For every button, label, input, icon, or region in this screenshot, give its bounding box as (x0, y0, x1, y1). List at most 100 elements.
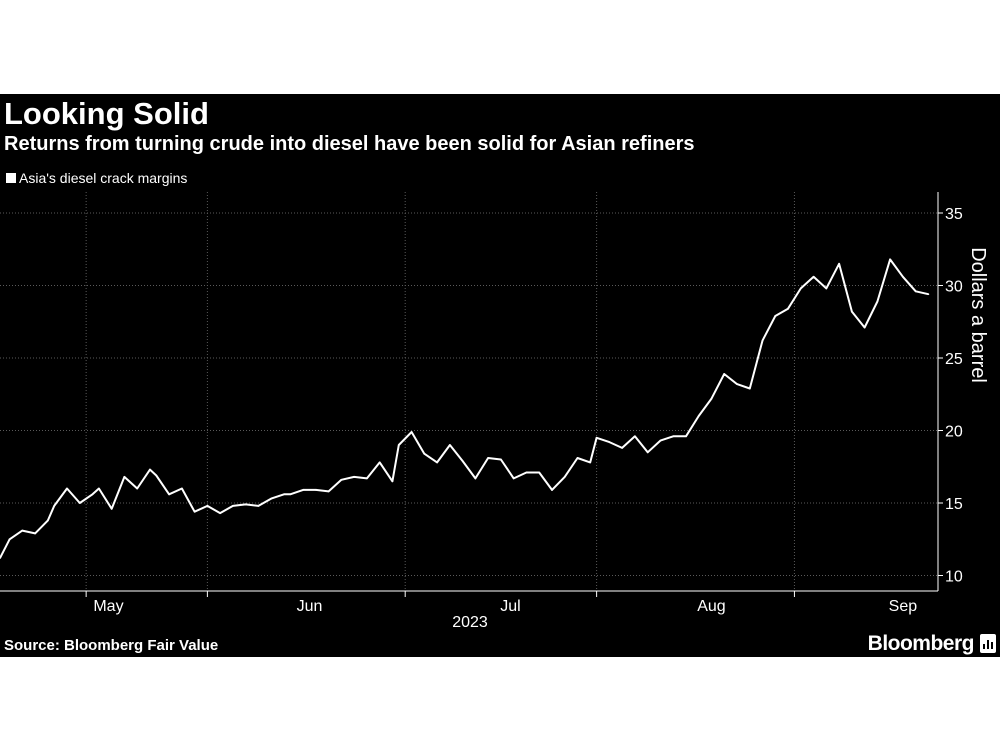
data-point (449, 444, 451, 446)
x-tick-label: May (93, 598, 123, 615)
data-point (219, 512, 221, 514)
data-point (302, 489, 304, 491)
data-point (98, 487, 100, 490)
data-point (289, 493, 292, 496)
y-tick-label: 20 (945, 424, 963, 441)
data-point (270, 497, 272, 500)
data-point (378, 461, 381, 464)
data-point (257, 505, 260, 507)
bloomberg-logo: Bloomberg (867, 632, 975, 655)
source-note: Source: Bloomberg Fair Value (4, 637, 219, 654)
data-point (244, 503, 247, 506)
data-point (461, 460, 464, 462)
x-axis-year-label: 2023 (452, 614, 488, 631)
data-point (391, 480, 394, 483)
data-point (78, 502, 81, 504)
data-point (697, 415, 700, 417)
data-point (398, 444, 400, 446)
x-tick-label: Aug (697, 598, 725, 615)
data-point (53, 505, 56, 507)
data-point (525, 471, 528, 474)
data-point (91, 493, 94, 496)
data-point (736, 383, 738, 385)
data-point (576, 457, 579, 459)
data-point (474, 477, 477, 480)
data-point (914, 290, 917, 293)
data-point (825, 287, 828, 290)
x-tick-label: Jun (297, 598, 323, 615)
data-point (800, 287, 802, 290)
data-point (66, 487, 68, 490)
x-tick-label: Jul (500, 598, 520, 615)
y-tick-label: 30 (945, 279, 963, 296)
data-point (500, 458, 502, 461)
data-point (889, 258, 891, 261)
data-point (723, 373, 726, 375)
data-point (123, 476, 126, 478)
data-point (563, 476, 566, 478)
data-point (8, 538, 11, 541)
chart-subtitle: Returns from turning crude into diesel h… (4, 133, 695, 155)
data-point (659, 439, 662, 442)
data-point (589, 461, 592, 464)
x-tick-label: Sep (889, 598, 918, 615)
y-axis-label: Dollars a barrel (967, 247, 989, 383)
data-point (206, 505, 209, 507)
data-point (710, 397, 713, 400)
bloomberg-chart-icon (980, 634, 996, 653)
data-point (315, 489, 317, 491)
data-point (193, 510, 196, 513)
y-tick-label: 25 (945, 351, 963, 368)
data-point (863, 326, 866, 329)
data-point (283, 493, 285, 496)
data-point (136, 487, 138, 490)
y-tick-label: 15 (945, 496, 963, 513)
data-point (774, 315, 777, 317)
data-point (232, 505, 234, 507)
data-point (608, 441, 611, 443)
data-point (487, 457, 489, 459)
data-point (761, 339, 764, 342)
data-point (47, 519, 49, 522)
data-point (21, 529, 24, 532)
series-line (0, 258, 929, 559)
data-point (181, 487, 183, 490)
data-point (168, 493, 170, 496)
data-point (423, 452, 426, 455)
data-point (0, 557, 1, 559)
data-point (353, 476, 355, 478)
data-point (876, 300, 879, 303)
data-point (340, 479, 343, 481)
chart-card: Looking Solid Returns from turning crude… (0, 94, 1000, 657)
data-point (748, 387, 751, 390)
chart-title: Looking Solid (4, 96, 209, 131)
data-point (787, 307, 789, 310)
y-tick-label: 35 (945, 206, 963, 223)
data-point (366, 477, 368, 480)
data-point (838, 262, 840, 265)
data-point (634, 435, 636, 438)
legend-swatch (6, 173, 16, 183)
data-point (110, 508, 113, 510)
data-point (812, 276, 815, 278)
data-point (512, 477, 515, 480)
data-point (436, 461, 438, 464)
legend: Asia's diesel crack margins (6, 169, 187, 187)
data-point (410, 431, 413, 433)
data-point (595, 436, 598, 439)
data-point (538, 471, 540, 474)
data-point (155, 474, 158, 477)
data-point (34, 532, 36, 535)
data-point (149, 468, 151, 471)
data-point (672, 435, 674, 438)
data-point (902, 276, 904, 278)
data-point (685, 435, 687, 438)
y-tick-label: 10 (945, 569, 963, 586)
data-point (646, 451, 649, 454)
line-chart: 10 15 20 25 30 35 May Jun Jul Aug Sep (0, 192, 963, 615)
legend-label: Asia's diesel crack margins (19, 170, 188, 186)
data-point (327, 490, 330, 493)
data-point (927, 293, 930, 295)
data-point (621, 447, 623, 449)
data-point (851, 310, 853, 313)
